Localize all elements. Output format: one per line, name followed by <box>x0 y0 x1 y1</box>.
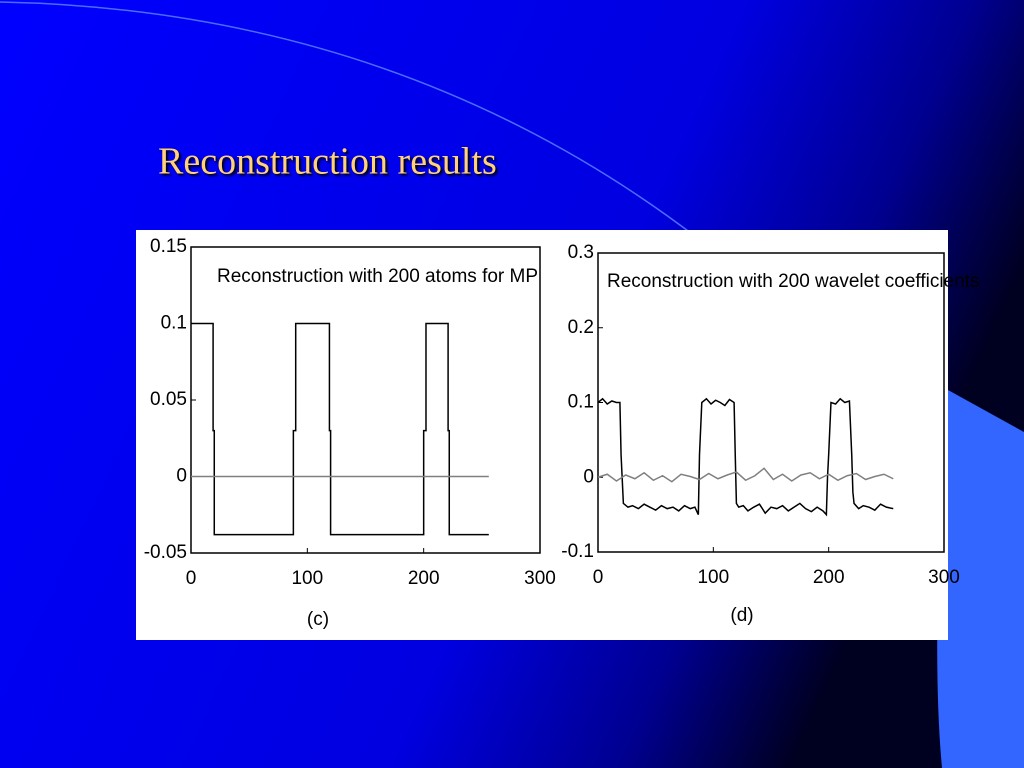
y-tick-label: 0.15 <box>150 236 187 257</box>
y-tick-label: 0 <box>583 466 594 487</box>
x-tick-label: 200 <box>408 568 440 589</box>
x-tick-label: 100 <box>697 567 729 588</box>
slide-title: Reconstruction results <box>158 141 497 183</box>
series-line <box>597 467 894 483</box>
chart-caption: (c) <box>307 609 329 630</box>
y-tick-label: 0.3 <box>568 242 594 263</box>
chart-caption: (d) <box>730 605 753 626</box>
y-tick-label: 0 <box>176 466 187 487</box>
y-tick-label: 0.1 <box>568 392 594 413</box>
charts: -0.05 0 0.05 0.1 0.15 0 100 200 300 Reconstructio… <box>144 236 980 630</box>
y-tick-label: 0.2 <box>568 317 594 338</box>
x-tick-label: 300 <box>928 567 960 588</box>
figure-panel <box>136 230 948 640</box>
x-tick-label: 200 <box>813 567 845 588</box>
y-tick-label: -0.1 <box>561 541 594 562</box>
x-tick-label: 0 <box>186 568 197 589</box>
x-tick-label: 300 <box>524 568 556 589</box>
x-tick-label: 100 <box>291 568 323 589</box>
x-tick-label: 0 <box>593 567 604 588</box>
y-tick-label: -0.05 <box>144 542 187 563</box>
series-line <box>597 397 894 517</box>
corner-shape <box>937 390 1024 768</box>
series-line <box>191 322 489 536</box>
chart-title: Reconstruction with 200 atoms for MP <box>217 266 538 287</box>
y-tick-label: 0.05 <box>150 389 187 410</box>
arc <box>0 1 701 241</box>
y-tick-label: 0.1 <box>161 313 187 334</box>
chart-title: Reconstruction with 200 wavelet coeffici… <box>607 271 979 292</box>
